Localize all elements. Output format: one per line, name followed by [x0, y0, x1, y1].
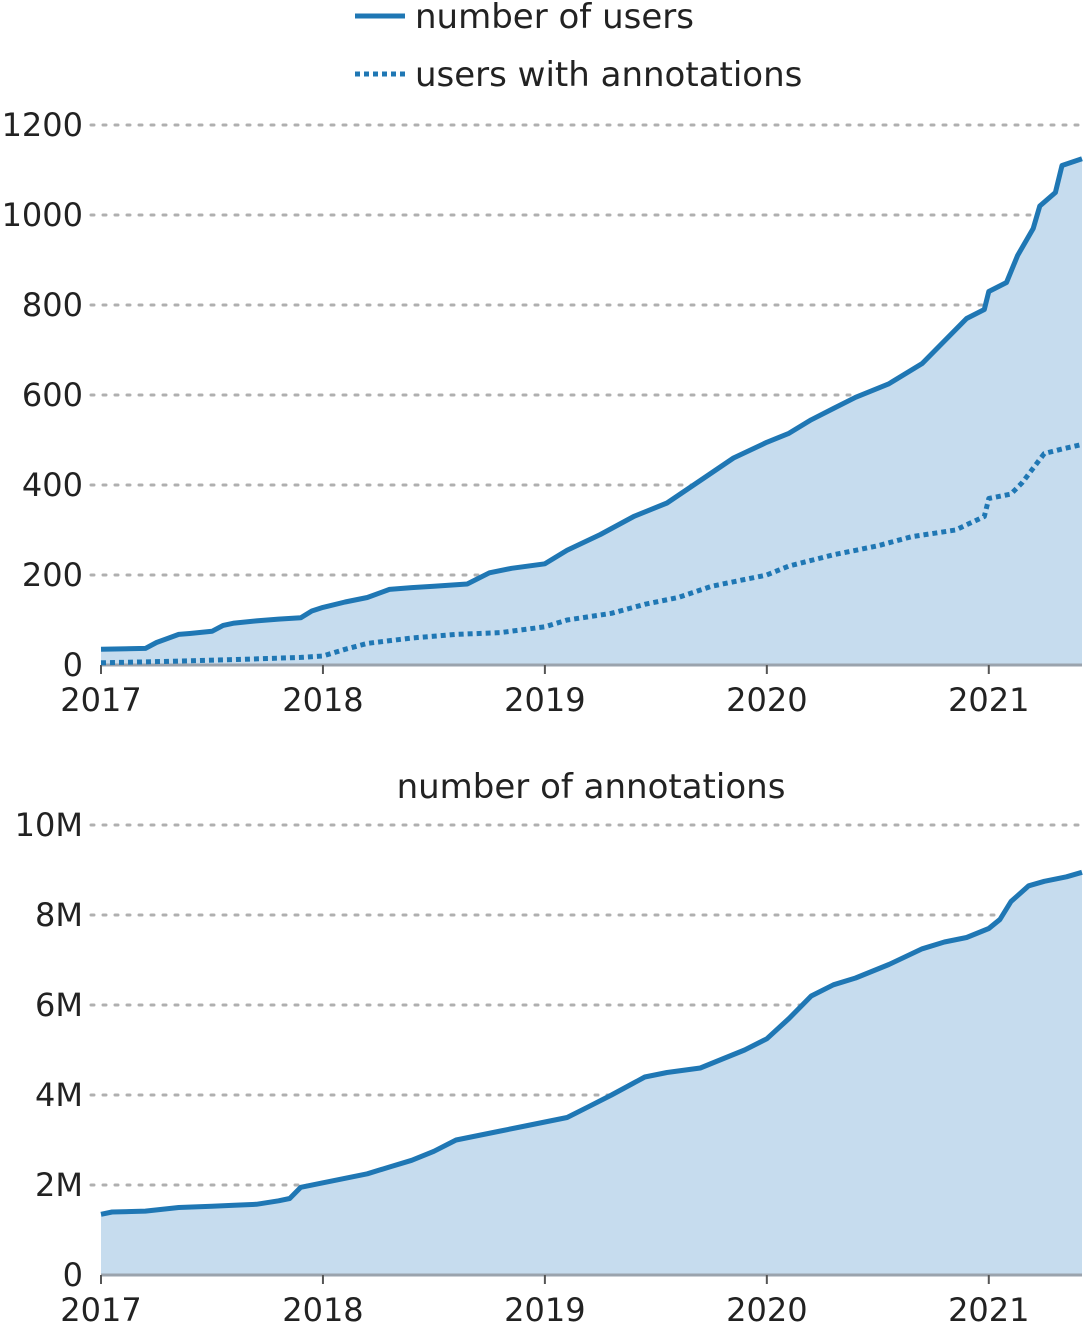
annotations-y-tick-label: 0 — [63, 1256, 83, 1294]
annotations-y-tick-label: 4M — [35, 1076, 83, 1114]
users-x-tick-label: 2019 — [504, 681, 585, 719]
users-lines — [100, 156, 1083, 666]
annotations-y-tick-label: 6M — [35, 986, 83, 1024]
users-x-tick-labels: 2017 2018 2019 2020 2021 — [60, 681, 1029, 719]
annotations-x-tick-labels: 2017 2018 2019 2020 2021 — [60, 1291, 1029, 1327]
users-x-tick-label: 2017 — [60, 681, 141, 719]
annotations-x-tick-label: 2020 — [726, 1291, 807, 1327]
users-y-tick-label: 0 — [63, 646, 83, 684]
users-y-tick-label: 600 — [22, 376, 83, 414]
users-y-tick-label: 800 — [22, 286, 83, 324]
annotations-y-tick-labels: 0 2M 4M 6M 8M 10M — [15, 806, 83, 1294]
annotations-y-tick-label: 2M — [35, 1166, 83, 1204]
users-area-fill — [101, 158, 1082, 666]
users-x-tick-label: 2021 — [948, 681, 1029, 719]
annotations-x-axis — [100, 1273, 1082, 1284]
users-y-tick-label: 1000 — [2, 196, 83, 234]
annotations-x-tick-label: 2021 — [948, 1291, 1029, 1327]
annotations-y-tick-label: 10M — [15, 806, 83, 844]
annotations-x-tick-label: 2019 — [504, 1291, 585, 1327]
annotations-area — [101, 872, 1082, 1275]
annotations-x-tick-label: 2017 — [60, 1291, 141, 1327]
users-area — [101, 158, 1082, 666]
users-y-tick-label: 200 — [22, 556, 83, 594]
legend: number of users users with annotations — [355, 0, 802, 95]
users-y-tick-label: 400 — [22, 466, 83, 504]
users-x-tick-label: 2018 — [282, 681, 363, 719]
users-x-axis — [100, 663, 1082, 674]
users-y-tick-labels: 0 200 400 600 800 1000 1200 — [2, 106, 83, 684]
users-series-number-of-users — [100, 156, 1083, 652]
annotations-area-fill — [101, 872, 1082, 1275]
legend-solid-label: number of users — [415, 0, 694, 37]
users-x-tick-label: 2020 — [726, 681, 807, 719]
annotations-y-tick-label: 8M — [35, 896, 83, 934]
annotations-chart-title: number of annotations — [397, 767, 786, 807]
users-y-tick-label: 1200 — [2, 106, 83, 144]
annotations-series-number-of-annotations — [100, 869, 1083, 1217]
annotations-x-tick-label: 2018 — [282, 1291, 363, 1327]
annotations-lines — [100, 869, 1083, 1217]
legend-dotted-label: users with annotations — [415, 55, 802, 95]
